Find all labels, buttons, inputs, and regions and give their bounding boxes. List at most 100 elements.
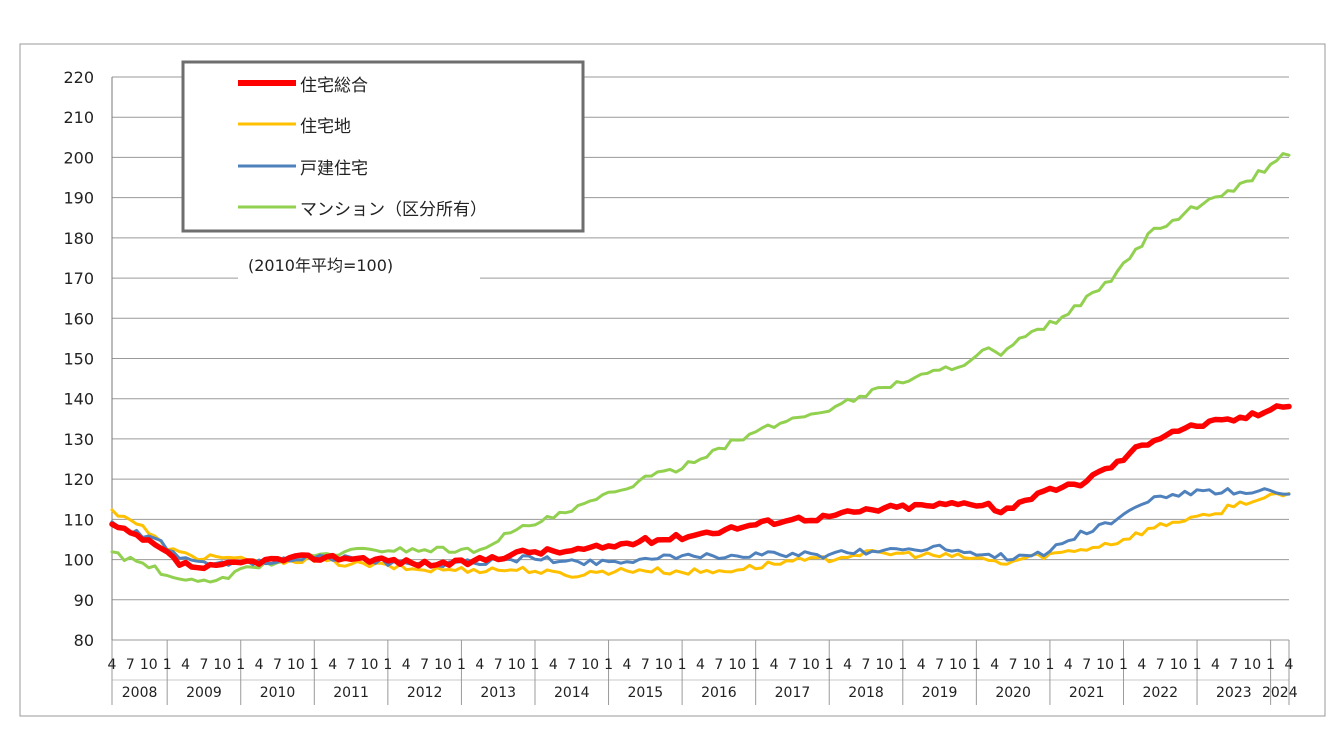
x-month-label: 4 [990,657,999,673]
x-month-label: 1 [1193,657,1202,673]
series-lines [109,152,1292,584]
y-tick-label: 210 [63,108,94,127]
x-month-label: 1 [310,657,319,673]
y-tick-label: 120 [63,470,94,489]
x-month-label: 4 [843,657,852,673]
series-line-0 [109,403,1292,572]
note-background [238,246,480,282]
x-month-label: 10 [287,657,305,673]
x-month-label: 4 [1064,657,1073,673]
x-month-label: 7 [199,657,208,673]
x-year-label: 2011 [333,685,369,701]
y-tick-label: 130 [63,430,94,449]
x-year-label: 2017 [775,685,811,701]
x-month-label: 10 [213,657,231,673]
x-month-label: 10 [581,657,599,673]
x-month-label: 1 [383,657,392,673]
x-month-label: 10 [1096,657,1114,673]
x-month-label: 4 [328,657,337,673]
base-year-note: (2010年平均=100) [248,256,393,275]
x-month-label: 10 [434,657,452,673]
x-month-label: 1 [825,657,834,673]
x-month-label: 1 [457,657,466,673]
x-month-label: 4 [696,657,705,673]
x-month-label: 4 [181,657,190,673]
x-month-label: 7 [862,657,871,673]
x-month-label: 4 [255,657,264,673]
x-month-label: 7 [1009,657,1018,673]
x-month-label: 4 [1285,657,1294,673]
x-month-label: 7 [1229,657,1238,673]
x-year-label: 2015 [628,685,664,701]
x-month-label: 7 [714,657,723,673]
x-year-label: 2023 [1216,685,1252,701]
x-month-label: 7 [788,657,797,673]
y-tick-label: 90 [74,591,94,610]
x-month-label: 10 [728,657,746,673]
x-month-label: 4 [549,657,558,673]
x-month-label: 10 [508,657,526,673]
y-tick-label: 190 [63,189,94,208]
x-year-label: 2022 [1142,685,1178,701]
y-tick-label: 150 [63,350,94,369]
x-month-label: 10 [655,657,673,673]
x-month-label: 1 [1045,657,1054,673]
x-month-label: 7 [935,657,944,673]
x-month-label: 7 [494,657,503,673]
x-month-label: 7 [1156,657,1165,673]
x-year-label: 2024 [1262,685,1298,701]
legend-label-0: 住宅総合 [300,76,368,96]
x-month-label: 4 [917,657,926,673]
y-tick-label: 80 [74,631,94,650]
x-month-label: 1 [604,657,613,673]
y-tick-label: 100 [63,551,94,570]
x-month-label: 1 [751,657,760,673]
y-tick-label: 110 [63,510,94,529]
x-year-label: 2012 [407,685,443,701]
x-month-label: 1 [1119,657,1128,673]
x-month-label: 7 [126,657,135,673]
x-month-label: 4 [1137,657,1146,673]
x-month-label: 1 [1266,657,1275,673]
x-month-label: 7 [420,657,429,673]
y-tick-label: 160 [63,309,94,328]
x-month-label: 4 [402,657,411,673]
x-month-label: 1 [898,657,907,673]
y-tick-label: 180 [63,229,94,248]
x-month-label: 10 [1023,657,1041,673]
x-month-label: 1 [163,657,172,673]
x-month-label: 7 [641,657,650,673]
y-tick-label: 170 [63,269,94,288]
x-month-label: 1 [972,657,981,673]
x-month-label: 10 [875,657,893,673]
y-tick-label: 140 [63,390,94,409]
legend-box [181,60,585,233]
x-month-label: 10 [361,657,379,673]
x-year-label: 2021 [1069,685,1105,701]
x-month-label: 1 [236,657,245,673]
x-month-label: 7 [1082,657,1091,673]
x-month-label: 10 [802,657,820,673]
x-year-label: 2020 [995,685,1031,701]
x-month-label: 4 [1211,657,1220,673]
x-month-label: 4 [475,657,484,673]
x-month-label: 1 [678,657,687,673]
x-year-label: 2014 [554,685,590,701]
x-year-label: 2016 [701,685,737,701]
x-year-label: 2013 [480,685,516,701]
x-month-label: 10 [1243,657,1261,673]
x-axis: 2008 2009 2010 2011 2012 2013 2014 2015 2016 2017… [108,640,1298,705]
x-month-label: 7 [347,657,356,673]
x-month-label: 10 [949,657,967,673]
legend-label-2: 戸建住宅 [300,159,368,179]
x-year-label: 2009 [186,685,222,701]
x-month-label: 4 [770,657,779,673]
x-month-label: 7 [567,657,576,673]
y-axis: 80 90 100 110 120 130 140 150 160 170 180 190 200 210… [63,68,113,650]
x-month-label: 1 [531,657,540,673]
legend-label-3: マンション（区分所有） [300,200,487,220]
x-year-label: 2008 [122,685,158,701]
legend: 住宅総合 住宅地 戸建住宅 マンション（区分所有） [181,60,585,233]
